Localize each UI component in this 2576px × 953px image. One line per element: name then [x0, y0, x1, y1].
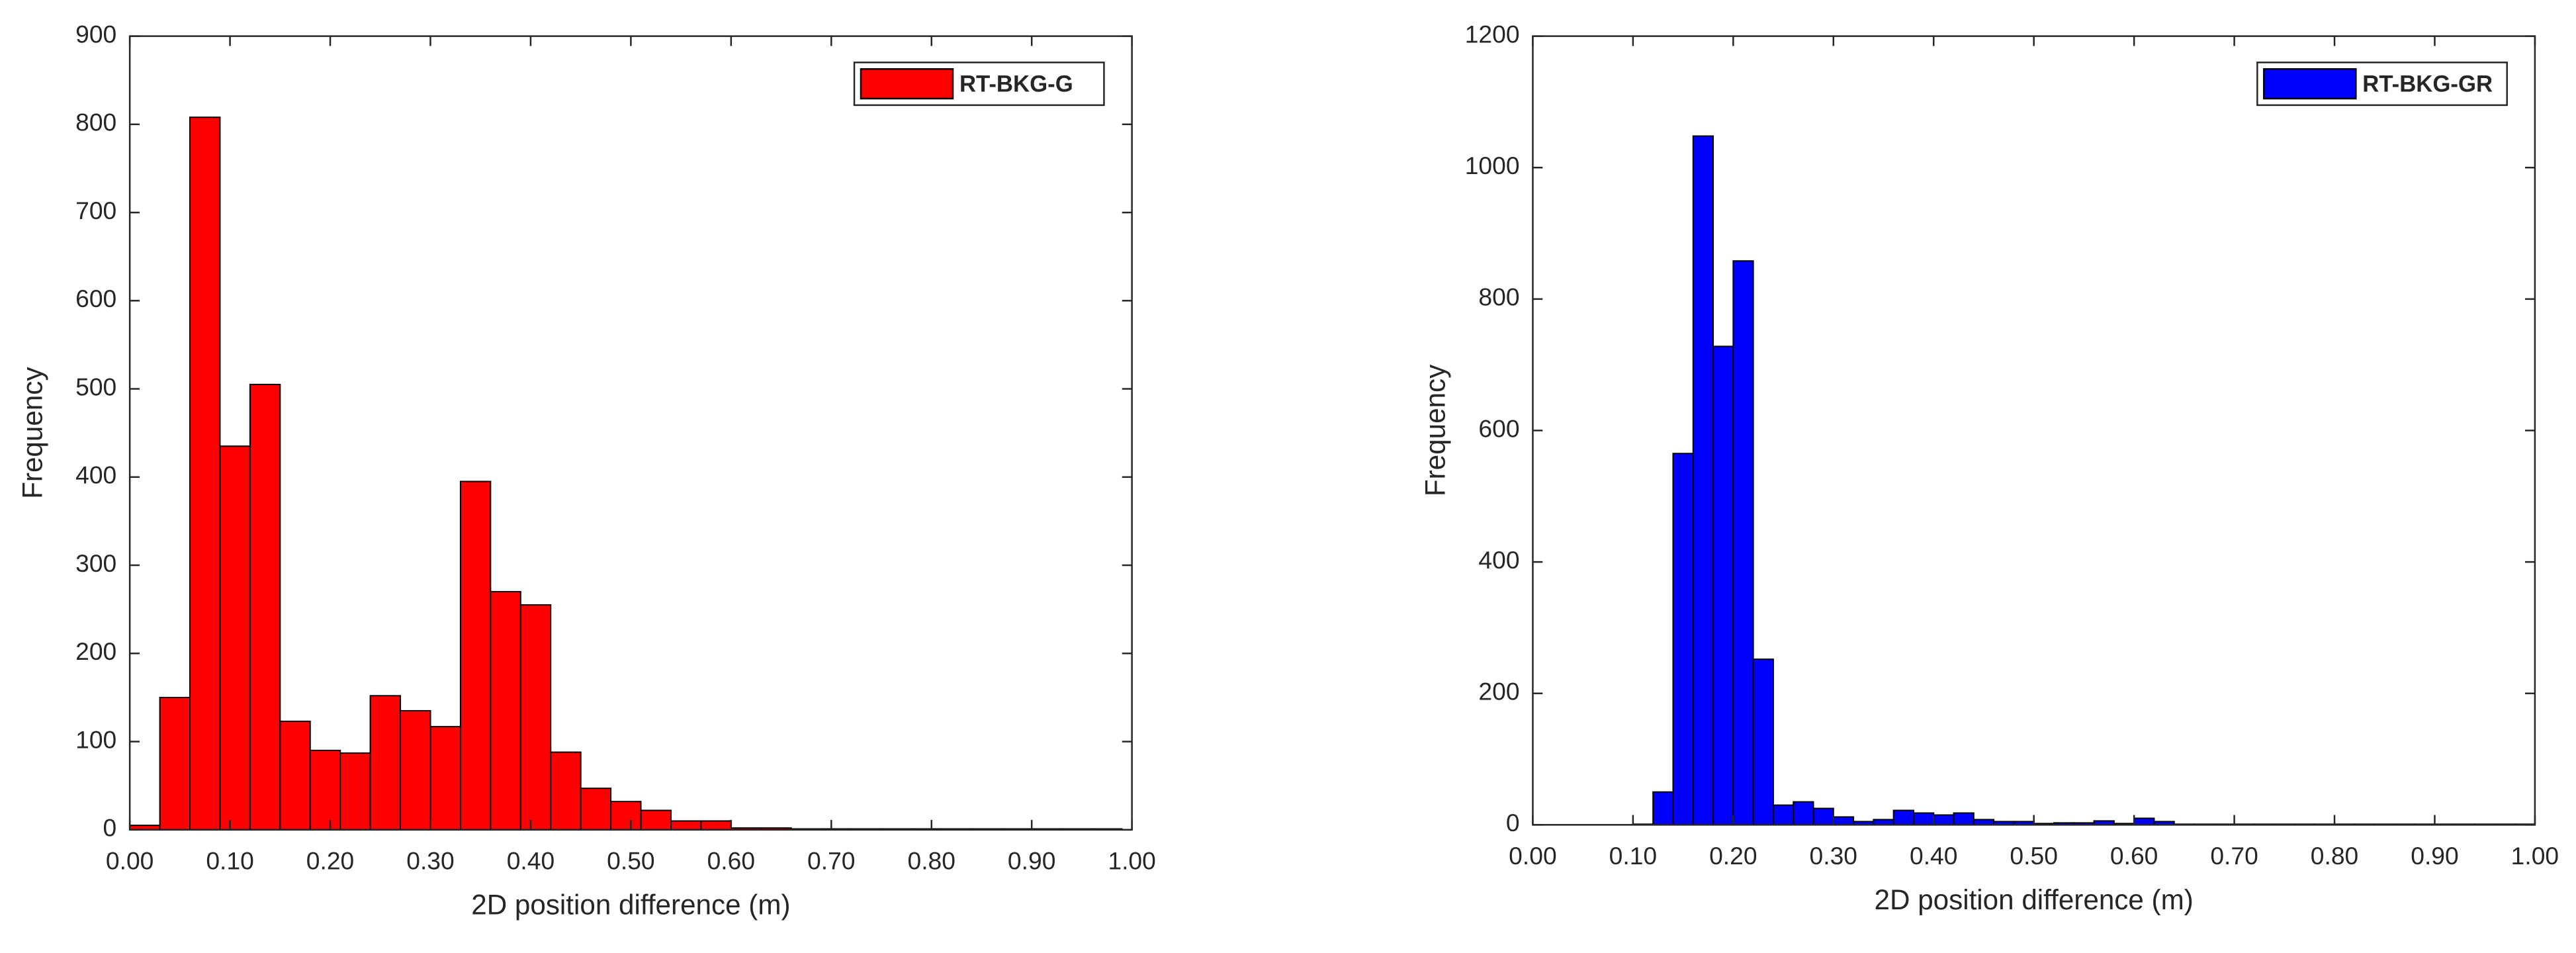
x-tick-label: 0.70 [2210, 842, 2258, 870]
x-tick-label: 0.20 [1709, 842, 1757, 870]
x-tick-label: 0.00 [1509, 842, 1556, 870]
x-tick-label: 0.70 [807, 846, 855, 874]
bar [339, 752, 371, 831]
chart: 0.00 0.10 0.20 0.30 0.40 0.50 0.60 0.70 0.80 0.90… [1420, 20, 2559, 915]
x-tick-label: 0.10 [206, 846, 253, 874]
y-tick-label: 300 [75, 549, 116, 577]
bar [1732, 260, 1754, 826]
legend-label: RT-BKG-G [959, 71, 1073, 97]
x-tick-label: 0.50 [607, 846, 654, 874]
bar [670, 820, 702, 831]
x-tick-label: 1.00 [2511, 842, 2559, 870]
bar [550, 751, 582, 831]
bar [1712, 345, 1734, 826]
bar [459, 480, 492, 831]
bar [1912, 812, 1935, 826]
bar [429, 725, 461, 831]
y-tick-label: 500 [75, 373, 116, 400]
bar [400, 709, 431, 831]
bar [309, 749, 341, 831]
x-tick-label: 0.20 [306, 846, 354, 874]
bar [1672, 453, 1694, 826]
x-tick-label: 0.10 [1609, 842, 1657, 870]
y-tick-label: 900 [75, 20, 116, 48]
bar [580, 788, 612, 831]
x-tick-label: 0.30 [406, 846, 454, 874]
legend-swatch [860, 68, 954, 100]
x-tick-label: 0.60 [2110, 842, 2158, 870]
y-axis-label: Frequency [17, 367, 48, 499]
bar [159, 696, 191, 831]
x-axis-label: 2D position difference (m) [1875, 884, 2194, 915]
x-axis-label: 2D position difference (m) [471, 889, 790, 921]
y-tick-label: 400 [75, 461, 116, 489]
y-tick-label: 800 [75, 109, 116, 136]
bar [1812, 807, 1834, 826]
y-axis-label: Frequency [1420, 364, 1451, 496]
bar [1933, 814, 1955, 826]
x-tick-label: 0.00 [106, 846, 154, 874]
bar [519, 604, 552, 831]
y-tick-label: 1000 [1465, 152, 1520, 179]
y-tick-label: 0 [103, 814, 117, 842]
bar [1832, 816, 1855, 826]
bar [1953, 812, 1975, 826]
y-tick-label: 100 [75, 725, 116, 753]
bar [189, 116, 221, 831]
x-tick-label: 0.80 [907, 846, 955, 874]
x-tick-label: 0.60 [707, 846, 755, 874]
bar [610, 801, 642, 831]
legend-label: RT-BKG-GR [2362, 71, 2493, 97]
legend-swatch [2263, 68, 2357, 100]
y-tick-label: 400 [1478, 546, 1519, 574]
bar [219, 445, 251, 831]
x-tick-label: 0.50 [2010, 842, 2057, 870]
bar [249, 383, 281, 831]
y-tick-label: 200 [75, 637, 116, 665]
x-tick-label: 1.00 [1108, 846, 1155, 874]
bar [1652, 791, 1674, 826]
bar [1892, 809, 1914, 826]
bar [490, 591, 521, 831]
y-tick-label: 600 [75, 285, 116, 312]
bar [640, 809, 672, 831]
y-tick-label: 200 [1478, 678, 1519, 705]
y-tick-label: 800 [1478, 283, 1519, 311]
bar [1793, 801, 1814, 826]
x-tick-label: 0.90 [2411, 842, 2458, 870]
y-tick-label: 700 [75, 197, 116, 224]
y-tick-label: 0 [1506, 809, 1520, 837]
x-tick-label: 0.30 [1810, 842, 1857, 870]
bar [1692, 135, 1714, 826]
x-tick-label: 0.40 [507, 846, 555, 874]
x-tick-label: 0.80 [2311, 842, 2358, 870]
bar [369, 695, 402, 831]
y-tick-label: 600 [1478, 414, 1519, 442]
bar [1772, 804, 1795, 826]
bar [279, 720, 311, 831]
bar [700, 820, 732, 831]
y-tick-label: 1200 [1465, 20, 1520, 48]
bar [1752, 658, 1774, 826]
x-tick-label: 0.40 [1910, 842, 1957, 870]
x-tick-label: 0.90 [1008, 846, 1055, 874]
chart: 0.00 0.10 0.20 0.30 0.40 0.50 0.60 0.70 0.80 0.90… [17, 20, 1156, 920]
bar [2133, 817, 2155, 826]
